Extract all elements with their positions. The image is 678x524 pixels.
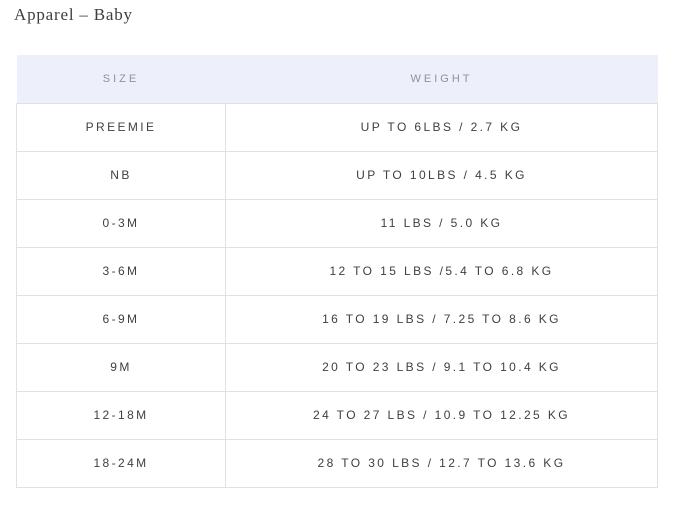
weight-cell: 16 TO 19 LBS / 7.25 TO 8.6 KG — [225, 294, 658, 344]
column-header-size: SIZE — [16, 55, 226, 103]
table-row: NB UP TO 10LBS / 4.5 KG — [16, 150, 658, 200]
table-row: 6-9M 16 TO 19 LBS / 7.25 TO 8.6 KG — [16, 294, 658, 344]
table-row: PREEMIE UP TO 6LBS / 2.7 KG — [16, 102, 658, 152]
page-title: Apparel – Baby — [14, 5, 133, 24]
table-row: 0-3M 11 LBS / 5.0 KG — [16, 198, 658, 248]
table-row: 18-24M 28 TO 30 LBS / 12.7 TO 13.6 KG — [16, 438, 658, 488]
weight-cell: 12 TO 15 LBS /5.4 TO 6.8 KG — [225, 246, 658, 296]
weight-cell: 24 TO 27 LBS / 10.9 TO 12.25 KG — [225, 390, 658, 440]
weight-cell: 20 TO 23 LBS / 9.1 TO 10.4 KG — [225, 342, 658, 392]
table-row: 12-18M 24 TO 27 LBS / 10.9 TO 12.25 KG — [16, 390, 658, 440]
size-cell: 18-24M — [16, 438, 226, 488]
table-body: PREEMIE UP TO 6LBS / 2.7 KG NB UP TO 10LBS … — [16, 102, 658, 488]
column-header-weight: WEIGHT — [225, 55, 658, 103]
header-row: SIZE WEIGHT — [16, 55, 658, 103]
size-cell: PREEMIE — [16, 102, 226, 152]
size-cell: 12-18M — [16, 390, 226, 440]
size-cell: 0-3M — [16, 198, 226, 248]
weight-cell: UP TO 10LBS / 4.5 KG — [225, 150, 658, 200]
size-cell: 6-9M — [16, 294, 226, 344]
table-row: 9M 20 TO 23 LBS / 9.1 TO 10.4 KG — [16, 342, 658, 392]
size-cell: NB — [16, 150, 226, 200]
table-row: 3-6M 12 TO 15 LBS /5.4 TO 6.8 KG — [16, 246, 658, 296]
table-header: SIZE WEIGHT — [16, 55, 658, 103]
weight-cell: 11 LBS / 5.0 KG — [225, 198, 658, 248]
weight-cell: 28 TO 30 LBS / 12.7 TO 13.6 KG — [225, 438, 658, 488]
size-cell: 3-6M — [16, 246, 226, 296]
size-chart-table: SIZE WEIGHT PREEMIE UP TO 6LBS / 2.7 KG NB… — [16, 55, 658, 488]
size-cell: 9M — [16, 342, 226, 392]
weight-cell: UP TO 6LBS / 2.7 KG — [225, 102, 658, 152]
